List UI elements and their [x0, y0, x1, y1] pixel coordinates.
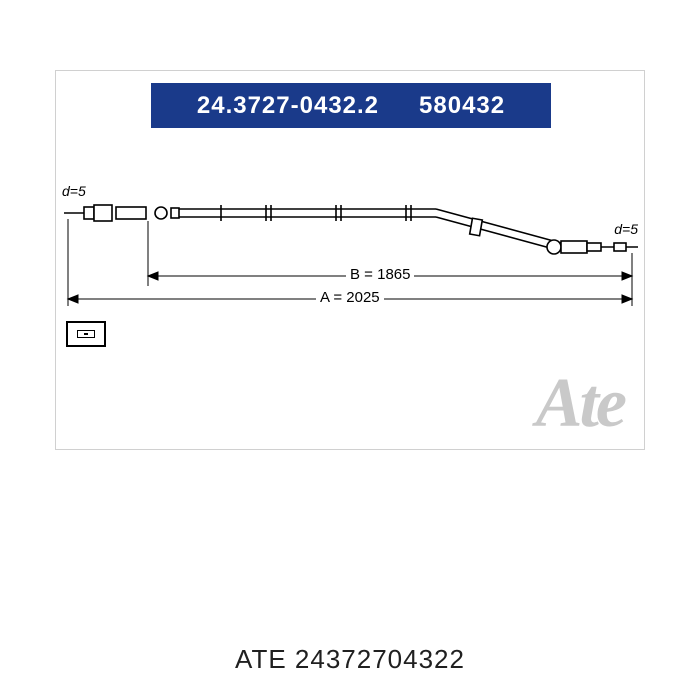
- page-root: 24.3727-0432.2 580432 d=5 d=5: [0, 0, 700, 700]
- footer-code: 24372704322: [295, 644, 465, 674]
- footer-caption: ATE 24372704322: [0, 644, 700, 675]
- ate-logo: Ate: [536, 364, 624, 444]
- footer-brand: ATE: [235, 644, 287, 674]
- dimension-a-label: A = 2025: [316, 289, 384, 306]
- dimension-b-label: B = 1865: [346, 266, 414, 283]
- end-view-icon: [66, 321, 106, 347]
- cable-drawing: [56, 71, 646, 371]
- diagram-panel: 24.3727-0432.2 580432 d=5 d=5: [55, 70, 645, 450]
